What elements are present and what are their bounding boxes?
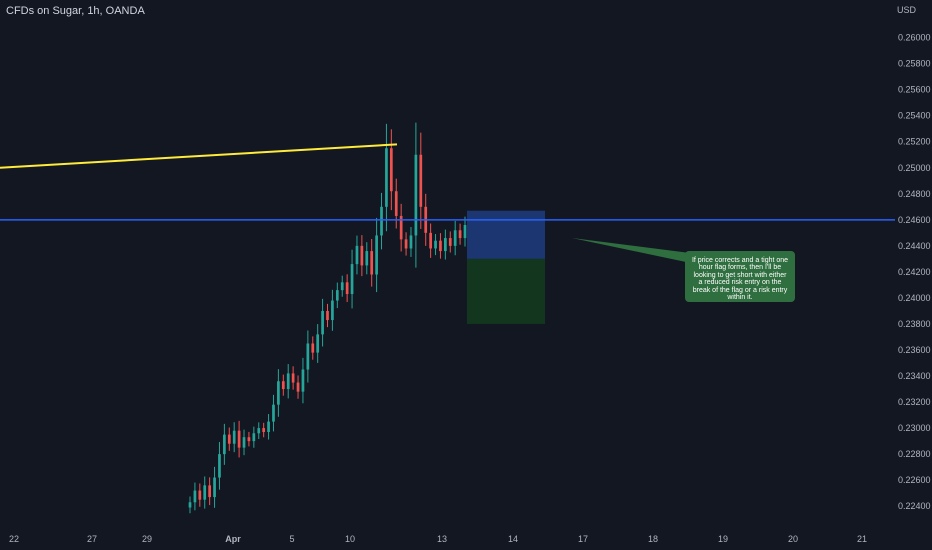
candle-body[interactable] xyxy=(448,238,452,246)
candle-body[interactable] xyxy=(331,300,334,321)
candle-body[interactable] xyxy=(301,369,305,392)
x-tick-label: 17 xyxy=(578,534,588,544)
candle-body[interactable] xyxy=(321,310,324,335)
candle-body[interactable] xyxy=(232,430,236,444)
candle-body[interactable] xyxy=(434,240,437,249)
x-tick-label: 10 xyxy=(345,534,355,544)
candle-body[interactable] xyxy=(188,502,192,508)
candle-body[interactable] xyxy=(458,230,462,239)
candle-body[interactable] xyxy=(252,433,256,442)
candle-body[interactable] xyxy=(419,154,423,207)
candle-body[interactable] xyxy=(218,454,221,478)
x-tick-label: 14 xyxy=(508,534,518,544)
candle-body[interactable] xyxy=(355,245,359,265)
candle-body[interactable] xyxy=(257,428,261,434)
candle-body[interactable] xyxy=(203,485,207,500)
y-tick-label: 0.25400 xyxy=(898,111,931,121)
candle-body[interactable] xyxy=(380,206,383,236)
candle-body[interactable] xyxy=(350,264,354,295)
y-tick-label: 0.24400 xyxy=(898,241,931,251)
y-tick-label: 0.23000 xyxy=(898,423,931,433)
y-tick-label: 0.22800 xyxy=(898,449,931,459)
y-tick-label: 0.25000 xyxy=(898,163,931,173)
candle-body[interactable] xyxy=(296,382,300,392)
candle-body[interactable] xyxy=(267,421,270,432)
candle-body[interactable] xyxy=(444,238,447,252)
x-tick-label: 27 xyxy=(87,534,97,544)
y-tick-label: 0.23800 xyxy=(898,319,931,329)
candle-body[interactable] xyxy=(213,477,216,498)
x-tick-label: 29 xyxy=(142,534,152,544)
y-tick-label: 0.23200 xyxy=(898,397,931,407)
x-tick-label: 20 xyxy=(788,534,798,544)
candle-body[interactable] xyxy=(429,232,432,249)
y-tick-label: 0.23400 xyxy=(898,371,931,381)
candle-body[interactable] xyxy=(247,437,251,442)
candle-body[interactable] xyxy=(306,343,310,370)
y-tick-label: 0.24800 xyxy=(898,189,931,199)
candle-body[interactable] xyxy=(227,434,231,444)
take-profit-zone[interactable] xyxy=(467,258,545,324)
candle-body[interactable] xyxy=(385,148,388,207)
candle-body[interactable] xyxy=(404,239,408,249)
candle-body[interactable] xyxy=(463,225,467,239)
currency-label: USD xyxy=(897,5,917,15)
candle-body[interactable] xyxy=(291,373,295,383)
y-tick-label: 0.23600 xyxy=(898,345,931,355)
candle-body[interactable] xyxy=(439,240,442,252)
x-tick-label: Apr xyxy=(225,534,241,544)
candle-body[interactable] xyxy=(409,235,413,249)
y-tick-label: 0.24600 xyxy=(898,215,931,225)
candle-body[interactable] xyxy=(286,373,290,390)
stop-loss-zone[interactable] xyxy=(467,210,545,259)
candle-body[interactable] xyxy=(208,485,211,498)
candle-body[interactable] xyxy=(223,434,226,455)
trade-idea-note[interactable]: If price corrects and a tight one hour f… xyxy=(685,251,795,302)
x-tick-label: 13 xyxy=(437,534,447,544)
candle-body[interactable] xyxy=(375,235,378,275)
candle-body[interactable] xyxy=(335,290,339,301)
x-tick-label: 19 xyxy=(718,534,728,544)
y-tick-label: 0.25600 xyxy=(898,85,931,95)
x-tick-label: 18 xyxy=(648,534,658,544)
candle-body[interactable] xyxy=(414,154,418,236)
candle-body[interactable] xyxy=(453,230,457,246)
candle-body[interactable] xyxy=(281,381,285,390)
candle-body[interactable] xyxy=(262,428,266,432)
x-tick-label: 21 xyxy=(857,534,867,544)
y-tick-label: 0.25200 xyxy=(898,137,931,147)
candle-body[interactable] xyxy=(198,490,202,500)
candle-body[interactable] xyxy=(272,404,275,422)
candle-body[interactable] xyxy=(326,310,329,321)
candle-body[interactable] xyxy=(370,251,374,275)
y-tick-label: 0.22600 xyxy=(898,475,931,485)
candle-body[interactable] xyxy=(389,148,393,192)
x-tick-label: 5 xyxy=(289,534,294,544)
y-tick-label: 0.22400 xyxy=(898,501,931,511)
y-tick-label: 0.25800 xyxy=(898,59,931,69)
candle-body[interactable] xyxy=(360,245,364,266)
candle-body[interactable] xyxy=(340,282,344,291)
symbol-title[interactable]: CFDs on Sugar, 1h, OANDA xyxy=(6,5,145,17)
x-tick-label: 22 xyxy=(9,534,19,544)
candle-body[interactable] xyxy=(394,191,398,216)
trendline[interactable] xyxy=(0,143,398,169)
candle-body[interactable] xyxy=(242,437,246,448)
candle-body[interactable] xyxy=(193,490,197,503)
note-pointer xyxy=(572,238,690,262)
y-tick-label: 0.26000 xyxy=(898,33,931,43)
candle-body[interactable] xyxy=(345,282,349,295)
candle-body[interactable] xyxy=(316,334,320,353)
candle-body[interactable] xyxy=(399,215,403,240)
candle-body[interactable] xyxy=(237,430,241,448)
y-tick-label: 0.24000 xyxy=(898,293,931,303)
candle-body[interactable] xyxy=(365,251,369,266)
candle-body[interactable] xyxy=(311,343,315,353)
y-tick-label: 0.24200 xyxy=(898,267,931,277)
candle-body[interactable] xyxy=(277,381,280,405)
